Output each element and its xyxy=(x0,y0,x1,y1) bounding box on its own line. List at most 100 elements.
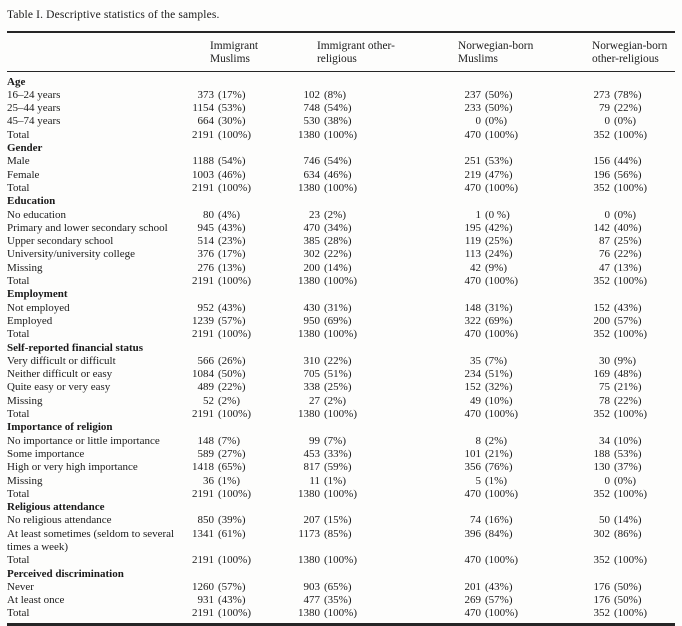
value-percent: (22%) xyxy=(614,102,642,115)
value-cell-content: 931 (43%) xyxy=(185,594,291,607)
value-cell: 352 (100%) xyxy=(560,275,675,288)
value-percent: (100%) xyxy=(218,554,251,567)
row-label: At least sometimes (seldom to several ti… xyxy=(7,527,175,553)
value-count: 1154 xyxy=(192,102,214,115)
table-row: Total 2191 (100%) 1380 (100%) 470 (100%) 352 (10… xyxy=(7,328,675,341)
value-cell-content: 566 (26%) xyxy=(185,355,291,368)
value-cell: 169 (48%) xyxy=(560,368,675,381)
value-cell-content: 0 (0%) xyxy=(560,475,675,488)
value-cell-content: 276 (13%) xyxy=(185,262,291,275)
value-cell: 566 (26%) xyxy=(185,355,291,368)
value-percent: (69%) xyxy=(324,314,352,327)
value-cell: 200 (14%) xyxy=(291,262,433,275)
value-percent: (46%) xyxy=(324,168,352,181)
value-cell-content: 1341 (61%) xyxy=(185,528,291,541)
section-header-row: Education xyxy=(7,195,675,208)
table-row: Male 1188 (54%) 746 (54%) 251 (53%) 156 (44%) xyxy=(7,155,675,168)
value-cell: 453 (33%) xyxy=(291,448,433,461)
value-count: 850 xyxy=(197,514,215,527)
section-header-row: Employment xyxy=(7,288,675,301)
row-label: At least once xyxy=(7,594,65,607)
value-percent: (28%) xyxy=(324,235,352,248)
value-percent: (100%) xyxy=(324,181,357,194)
value-cell: 931 (43%) xyxy=(185,594,291,607)
column-header-line2: Muslims xyxy=(210,52,250,65)
value-cell-content: 273 (78%) xyxy=(560,89,675,102)
value-percent: (100%) xyxy=(218,408,251,421)
row-label: No religious attendance xyxy=(7,514,112,527)
value-cell-content: 237 (50%) xyxy=(433,89,560,102)
value-percent: (34%) xyxy=(324,221,352,234)
column-header-line2: other-religious xyxy=(592,52,659,65)
value-cell: 113 (24%) xyxy=(433,248,560,261)
value-percent: (25%) xyxy=(324,381,352,394)
value-cell-content: 952 (43%) xyxy=(185,302,291,315)
value-percent: (40%) xyxy=(614,221,642,234)
value-cell: 1239 (57%) xyxy=(185,315,291,328)
value-cell: 156 (44%) xyxy=(560,155,675,168)
value-cell: 1380 (100%) xyxy=(291,275,433,288)
value-count: 169 xyxy=(593,368,611,381)
value-percent: (100%) xyxy=(614,554,647,567)
value-percent: (13%) xyxy=(218,261,246,274)
value-count: 396 xyxy=(464,527,482,540)
value-percent: (50%) xyxy=(218,368,246,381)
value-cell-content: 352 (100%) xyxy=(560,275,675,288)
value-cell: 2191 (100%) xyxy=(185,328,291,341)
value-count: 489 xyxy=(197,381,215,394)
value-count: 470 xyxy=(464,328,482,341)
value-cell: 903 (65%) xyxy=(291,581,433,594)
value-cell-content: 200 (57%) xyxy=(560,315,675,328)
value-cell-content: 148 (31%) xyxy=(433,302,560,315)
value-cell-content: 49 (10%) xyxy=(433,395,560,408)
value-cell-content: 310 (22%) xyxy=(291,355,433,368)
value-percent: (35%) xyxy=(324,594,352,607)
value-cell: 101 (21%) xyxy=(433,448,560,461)
value-count: 1 xyxy=(475,208,482,221)
value-count: 589 xyxy=(197,447,215,460)
value-cell-content: 251 (53%) xyxy=(433,155,560,168)
table-row: Some importance 589 (27%) 453 (33%) 101 (21%) 1… xyxy=(7,448,675,461)
table-row: Missing 52 (2%) 27 (2%) 49 (10%) 78 (22%) xyxy=(7,395,675,408)
value-cell-content: 47 (13%) xyxy=(560,262,675,275)
value-cell-content: 376 (17%) xyxy=(185,248,291,261)
row-label: Total xyxy=(7,607,30,620)
value-cell-content: 470 (100%) xyxy=(433,488,560,501)
column-header-line2: religious xyxy=(317,52,357,65)
value-cell-content: 352 (100%) xyxy=(560,182,675,195)
value-cell-content: 2191 (100%) xyxy=(185,607,291,620)
value-cell-content: 352 (100%) xyxy=(560,607,675,620)
value-percent: (1%) xyxy=(324,474,346,487)
value-cell-content: 322 (69%) xyxy=(433,315,560,328)
value-cell: 589 (27%) xyxy=(185,448,291,461)
value-cell-content: 42 (9%) xyxy=(433,262,560,275)
column-header-line1: Norwegian-born xyxy=(592,40,668,52)
table-row: Missing 276 (13%) 200 (14%) 42 (9%) 47 (13%) xyxy=(7,262,675,275)
value-cell: 1380 (100%) xyxy=(291,129,433,142)
value-count: 273 xyxy=(593,88,611,101)
value-cell: 2191 (100%) xyxy=(185,488,291,501)
value-cell: 530 (38%) xyxy=(291,115,433,128)
table-row: Very difficult or difficult 566 (26%) 310 (2… xyxy=(7,355,675,368)
table-row: Primary and lower secondary school 945 (43… xyxy=(7,222,675,235)
value-cell-content: 78 (22%) xyxy=(560,395,675,408)
value-count: 0 xyxy=(604,474,611,487)
value-cell: 1003 (46%) xyxy=(185,169,291,182)
value-cell-content: 453 (33%) xyxy=(291,448,433,461)
value-count: 931 xyxy=(197,594,215,607)
value-count: 352 xyxy=(593,408,611,421)
value-percent: (0 %) xyxy=(485,208,510,221)
value-count: 817 xyxy=(303,461,321,474)
value-count: 748 xyxy=(303,102,321,115)
row-label: No importance or little importance xyxy=(7,434,160,447)
value-cell-content: 1380 (100%) xyxy=(291,408,433,421)
value-cell-content: 470 (100%) xyxy=(433,328,560,341)
value-cell-content: 76 (22%) xyxy=(560,248,675,261)
value-percent: (50%) xyxy=(614,594,642,607)
value-cell-content: 1188 (54%) xyxy=(185,155,291,168)
value-percent: (24%) xyxy=(485,248,513,261)
value-cell: 2191 (100%) xyxy=(185,408,291,421)
value-percent: (43%) xyxy=(218,221,246,234)
value-count: 234 xyxy=(464,368,482,381)
value-cell: 376 (17%) xyxy=(185,248,291,261)
